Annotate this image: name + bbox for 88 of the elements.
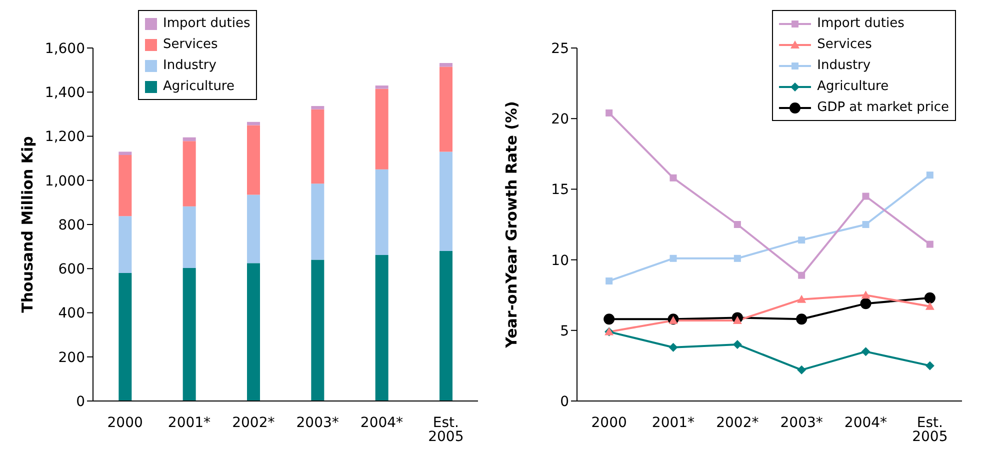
legend-label: Services	[163, 37, 218, 52]
legend-label: Agriculture	[817, 79, 889, 94]
bar	[440, 63, 452, 67]
point	[670, 174, 677, 182]
bar	[118, 152, 132, 156]
bar	[182, 268, 196, 401]
legend-label: Industry	[817, 58, 871, 73]
bar	[375, 86, 388, 89]
x-tick-label: Est. 2005	[428, 414, 464, 445]
point	[860, 298, 872, 310]
x-tick-label: 2001*	[652, 414, 695, 431]
point	[926, 240, 934, 248]
legend-label: GDP at market price	[817, 100, 949, 115]
point	[606, 109, 613, 116]
point	[861, 290, 870, 299]
x-tick-label: 2002*	[232, 414, 275, 431]
point	[732, 316, 742, 324]
point	[925, 302, 934, 310]
bar	[311, 106, 324, 110]
x-tick-label: Est. 2005	[912, 414, 948, 445]
bar	[118, 155, 132, 216]
legend-label: Import duties	[817, 16, 904, 31]
x-tick-label: 2002*	[716, 414, 759, 431]
point	[796, 314, 808, 325]
point	[926, 172, 934, 179]
point	[734, 254, 741, 262]
x-tick-label: 2004*	[360, 414, 404, 431]
point	[924, 292, 936, 304]
legend-label: Industry	[163, 58, 216, 73]
bar	[247, 125, 260, 195]
bar	[118, 273, 132, 401]
legend-label: Agriculture	[163, 79, 234, 94]
point	[925, 361, 934, 370]
y-tick-label: 200	[58, 350, 85, 366]
bar	[182, 141, 196, 206]
x-tick-label: 2000	[591, 414, 627, 431]
point	[732, 340, 742, 350]
bar	[182, 137, 196, 142]
y-tick-label: 1,400	[44, 85, 85, 102]
legend-label: Services	[817, 37, 872, 52]
x-tick-label: 2001*	[168, 414, 211, 431]
y-tick-label: 800	[58, 217, 85, 234]
point	[861, 347, 870, 356]
bar	[182, 206, 196, 268]
bar	[311, 109, 324, 184]
y-tick-label: 1,200	[44, 129, 85, 146]
bar	[375, 254, 388, 401]
bar	[375, 169, 388, 255]
y-tick-label: 600	[58, 262, 85, 278]
x-tick-label: 2004*	[844, 414, 888, 431]
y-axis-title: Year-onYear Growth Rate (%)	[502, 101, 520, 349]
bar	[440, 250, 452, 401]
y-tick-label: 0	[560, 394, 569, 410]
point	[862, 221, 870, 228]
x-tick-label: 2003*	[296, 414, 339, 431]
point	[797, 294, 806, 303]
x-tick-label: 2003*	[780, 414, 823, 431]
y-tick-label: 0	[76, 394, 85, 410]
y-tick-label: 5	[560, 323, 569, 340]
y-tick-label: 15	[551, 182, 569, 198]
point	[604, 314, 615, 325]
point	[668, 316, 678, 324]
point	[797, 365, 806, 374]
point	[862, 192, 870, 200]
y-tick-label: 10	[551, 252, 569, 269]
bar	[440, 66, 452, 152]
y-tick-label: 400	[58, 306, 85, 322]
bar	[311, 184, 324, 260]
legend-label: Import duties	[163, 16, 250, 31]
bar	[311, 260, 324, 401]
point	[670, 254, 677, 262]
y-tick-label: 20	[551, 112, 569, 128]
bar	[440, 152, 452, 251]
point	[606, 277, 613, 284]
bar	[118, 216, 132, 274]
y-tick-label: 25	[551, 40, 569, 57]
point	[734, 221, 741, 228]
bar	[375, 88, 388, 170]
y-tick-label: 1,000	[44, 173, 85, 190]
x-tick-label: 2000	[107, 414, 143, 431]
bar	[247, 194, 260, 264]
point	[798, 272, 806, 279]
bar	[247, 263, 260, 401]
point	[668, 342, 678, 352]
bar	[247, 122, 260, 126]
y-tick-label: 1,600	[44, 40, 85, 57]
y-axis-title: Thousand Million Kip	[18, 136, 36, 313]
point	[798, 236, 806, 244]
